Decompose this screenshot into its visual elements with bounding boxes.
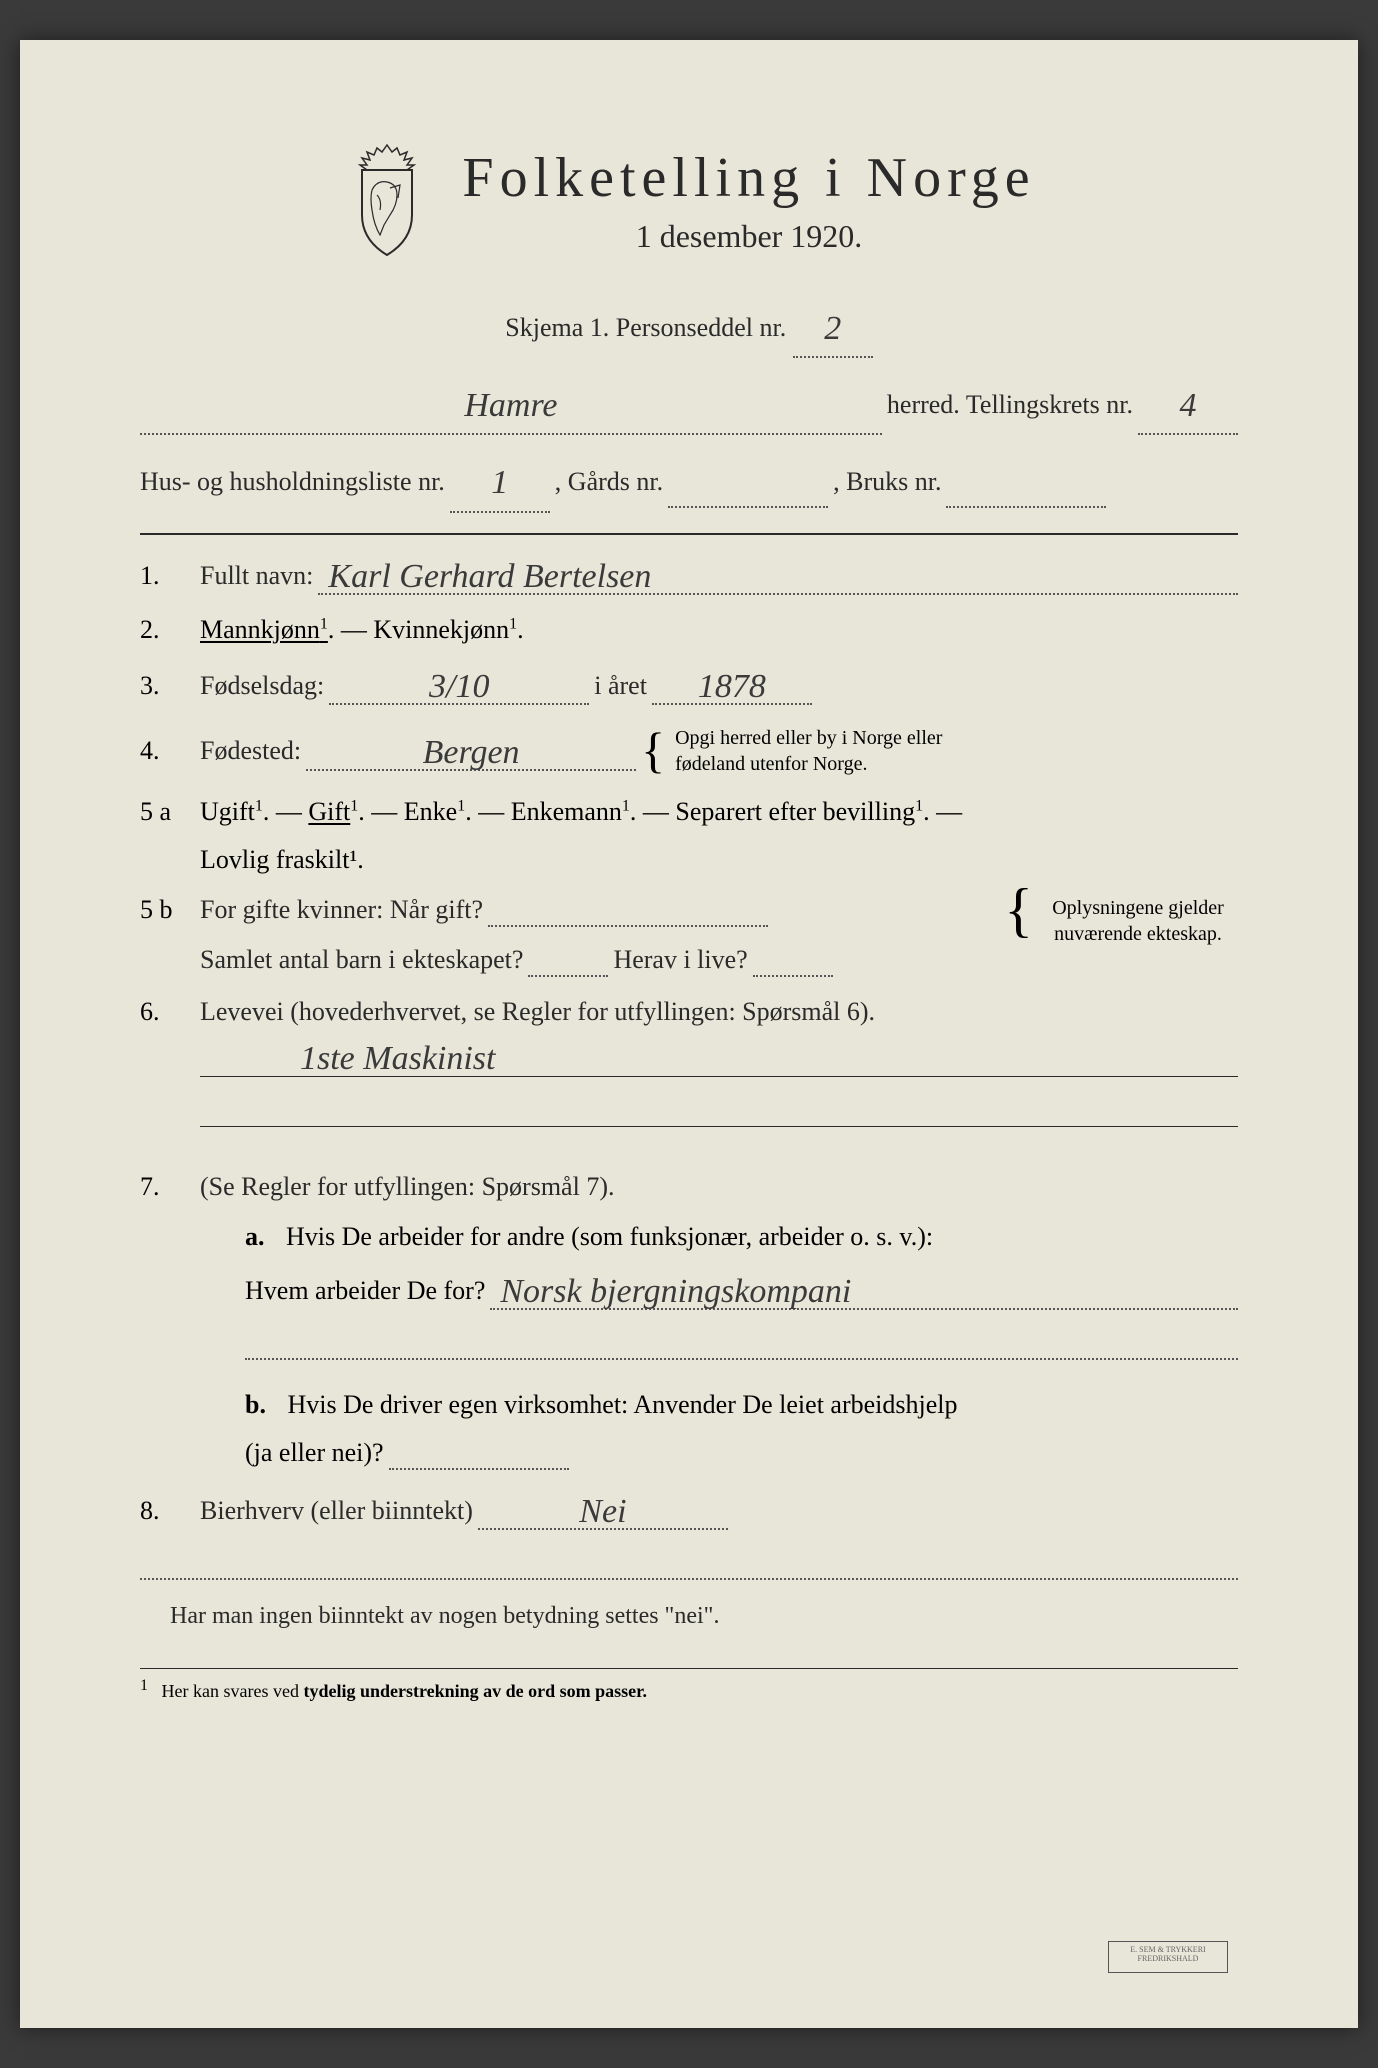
gards-label: , Gårds nr.	[555, 459, 663, 506]
q2-male: Mannkjønn1	[200, 615, 328, 644]
bottom-note: Har man ingen biinntekt av nogen betydni…	[140, 1595, 1238, 1638]
q8-label: Bierhverv (eller biinntekt)	[200, 1496, 473, 1526]
q4-label: Fødested:	[200, 736, 301, 766]
q3-day: 3/10	[429, 668, 489, 706]
printer-stamp: E. SEM & TRYKKERIFREDRIKSHALD	[1108, 1941, 1228, 1973]
q7a-value: Norsk bjergningskompani	[500, 1273, 851, 1311]
q5b-note: Oplysningene gjelder nuværende ekteskap.	[1038, 895, 1238, 947]
herred-line: Hamre herred. Tellingskrets nr. 4	[140, 372, 1238, 435]
q7-num: 7.	[140, 1172, 180, 1202]
q8-num: 8.	[140, 1496, 180, 1526]
q5b-label2: Samlet antal barn i ekteskapet?	[200, 945, 523, 975]
census-form-document: Folketelling i Norge 1 desember 1920. Sk…	[20, 40, 1358, 2028]
q1-label: Fullt navn:	[200, 561, 313, 591]
q4-num: 4.	[140, 736, 180, 766]
q5a-num: 5 a	[140, 797, 180, 827]
question-6: 6. Levevei (hovederhvervet, se Regler fo…	[140, 997, 1238, 1137]
herred-label: herred. Tellingskrets nr.	[887, 382, 1133, 429]
question-5b: 5 b For gifte kvinner: Når gift? Samlet …	[140, 895, 1238, 977]
footnote-num: 1	[140, 1677, 148, 1694]
subtitle-date: 1 desember 1920.	[636, 218, 863, 255]
q5b-label3: Herav i live?	[613, 945, 747, 975]
blank-line	[140, 1555, 1238, 1580]
husliste-line: Hus- og husholdningsliste nr. 1 , Gårds …	[140, 449, 1238, 512]
skjema-label: Skjema 1. Personseddel nr.	[505, 313, 786, 342]
question-3: 3. Fødselsdag: 3/10 i året 1878	[140, 665, 1238, 705]
q3-year-label: i året	[594, 671, 647, 701]
q5a-options: Ugift1. — Gift1. — Enke1. — Enkemann1. —…	[200, 797, 1238, 827]
q4-note: Opgi herred eller by i Norge eller fødel…	[675, 725, 975, 777]
form-header: Folketelling i Norge 1 desember 1920.	[140, 140, 1238, 260]
q2-dash: —	[341, 615, 374, 644]
q7b-label: b.	[245, 1390, 266, 1419]
skjema-line: Skjema 1. Personseddel nr. 2	[140, 295, 1238, 358]
q4-value: Bergen	[423, 734, 520, 772]
q5a-line2: Lovlig fraskilt¹.	[200, 845, 1238, 875]
q8-value: Nei	[579, 1493, 626, 1531]
main-title: Folketelling i Norge	[462, 146, 1035, 210]
skjema-value: 2	[824, 298, 841, 359]
herred-value: Hamre	[464, 375, 557, 436]
question-8: 8. Bierhverv (eller biinntekt) Nei	[140, 1490, 1238, 1530]
q2-female: Kvinnekjønn1	[373, 615, 517, 644]
q7b-text: Hvis De driver egen virksomhet: Anvender…	[287, 1390, 957, 1419]
bruks-label: , Bruks nr.	[833, 459, 941, 506]
question-7: 7. (Se Regler for utfyllingen: Spørsmål …	[140, 1172, 1238, 1470]
q6-label: Levevei (hovederhvervet, se Regler for u…	[200, 997, 875, 1026]
question-5a: 5 a Ugift1. — Gift1. — Enke1. — Enkemann…	[140, 797, 1238, 875]
q5b-num: 5 b	[140, 895, 180, 925]
question-2: 2. Mannkjønn1. — Kvinnekjønn1.	[140, 615, 1238, 645]
coat-of-arms-icon	[342, 140, 432, 260]
q7a: a. Hvis De arbeider for andre (som funks…	[245, 1222, 1238, 1360]
question-1: 1. Fullt navn: Karl Gerhard Bertelsen	[140, 555, 1238, 595]
krets-value: 4	[1180, 375, 1197, 436]
q7a-text2: Hvem arbeider De for?	[245, 1276, 485, 1306]
husliste-value: 1	[491, 452, 508, 513]
brace-icon: {	[641, 738, 665, 763]
q5b-label1: For gifte kvinner: Når gift?	[200, 895, 483, 925]
brace-right-icon: {	[1004, 895, 1033, 925]
question-4: 4. Fødested: Bergen { Opgi herred eller …	[140, 725, 1238, 777]
q6-num: 6.	[140, 997, 180, 1027]
q1-num: 1.	[140, 561, 180, 591]
husliste-label: Hus- og husholdningsliste nr.	[140, 459, 445, 506]
q7b-text2: (ja eller nei)?	[245, 1438, 384, 1468]
q3-year: 1878	[698, 668, 766, 706]
q1-value: Karl Gerhard Bertelsen	[328, 558, 651, 596]
divider-1	[140, 533, 1238, 535]
q6-value: 1ste Maskinist	[300, 1040, 495, 1078]
q3-label: Fødselsdag:	[200, 671, 324, 701]
q2-num: 2.	[140, 615, 180, 645]
q7-label: (Se Regler for utfyllingen: Spørsmål 7).	[200, 1172, 614, 1201]
q3-num: 3.	[140, 671, 180, 701]
q7a-label: a.	[245, 1222, 265, 1251]
q7b: b. Hvis De driver egen virksomhet: Anven…	[245, 1390, 1238, 1470]
q5a-gift: Gift	[308, 797, 350, 826]
footnote: 1 Her kan svares ved tydelig understrekn…	[140, 1668, 1238, 1702]
q7a-text: Hvis De arbeider for andre (som funksjon…	[286, 1222, 933, 1251]
